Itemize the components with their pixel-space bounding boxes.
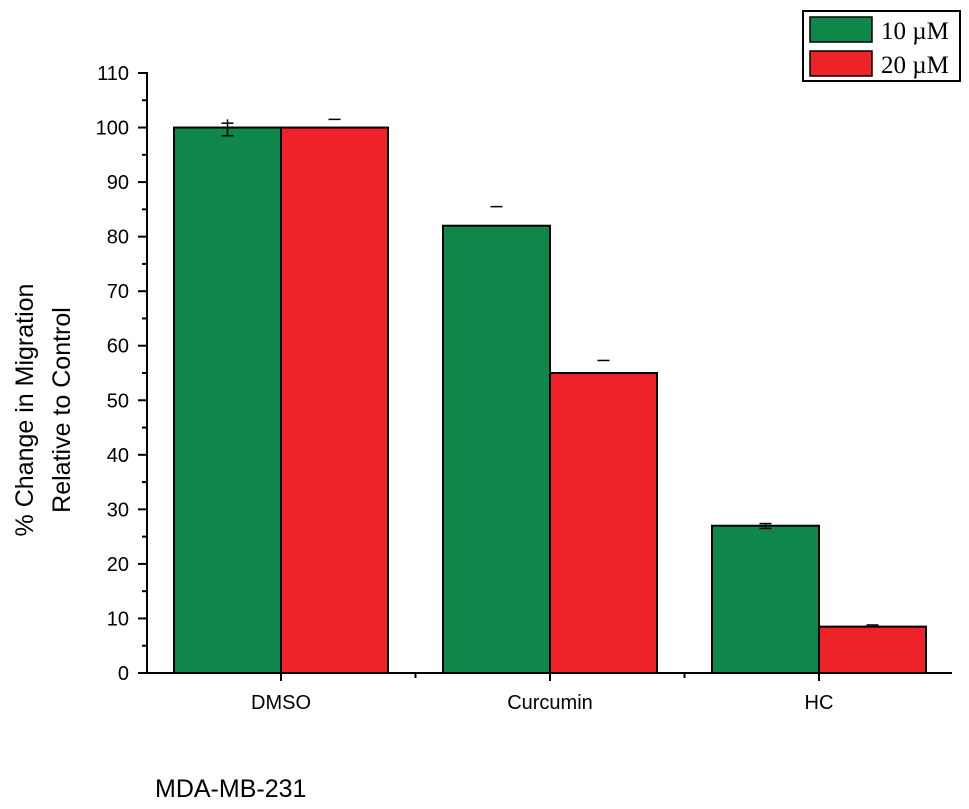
x-ticks-group: DMSO Curcumin HC — [251, 673, 833, 714]
y-tick-label: 80 — [107, 227, 129, 249]
bar-dmso-series2 — [280, 126, 389, 674]
bar-hc-series1 — [711, 524, 820, 675]
bar-curcumin-series1 — [442, 224, 551, 675]
y-axis-title-line1: % Change in Migration — [11, 284, 39, 537]
y-tick-label: 50 — [107, 390, 129, 412]
y-tick-label: 0 — [118, 663, 129, 685]
y-axis-title-line2: Relative to Control — [48, 307, 76, 513]
cell-line-label: MDA-MB-231 — [155, 775, 306, 803]
y-tick-label: 10 — [107, 608, 129, 630]
legend: 10 µM 20 µM — [802, 10, 961, 82]
legend-swatch-20uM — [809, 50, 873, 77]
y-tick-label: 60 — [107, 336, 129, 358]
legend-label-10uM: 10 µM — [881, 18, 949, 45]
y-ticks-group: 0 10 20 30 40 50 60 70 80 90 100 110 — [96, 63, 147, 685]
bar-curcumin-series2 — [549, 372, 658, 674]
y-tick-label: 30 — [107, 499, 129, 521]
error-bars-group — [221, 118, 879, 626]
y-tick-label: 110 — [97, 63, 129, 85]
x-category-label: Curcumin — [507, 692, 593, 714]
y-tick-label: 90 — [107, 172, 129, 194]
bar-dmso-series1 — [173, 126, 282, 674]
y-tick-label: 20 — [107, 554, 129, 576]
bar-hc-series2 — [818, 625, 927, 674]
y-tick-label: 40 — [107, 445, 129, 467]
x-category-label: HC — [805, 692, 834, 714]
legend-swatch-10uM — [809, 16, 873, 43]
x-category-label: DMSO — [251, 692, 311, 714]
bars-group — [173, 126, 927, 675]
legend-label-20uM: 20 µM — [881, 52, 949, 79]
y-tick-label: 100 — [96, 118, 129, 140]
y-tick-label: 70 — [107, 281, 129, 303]
